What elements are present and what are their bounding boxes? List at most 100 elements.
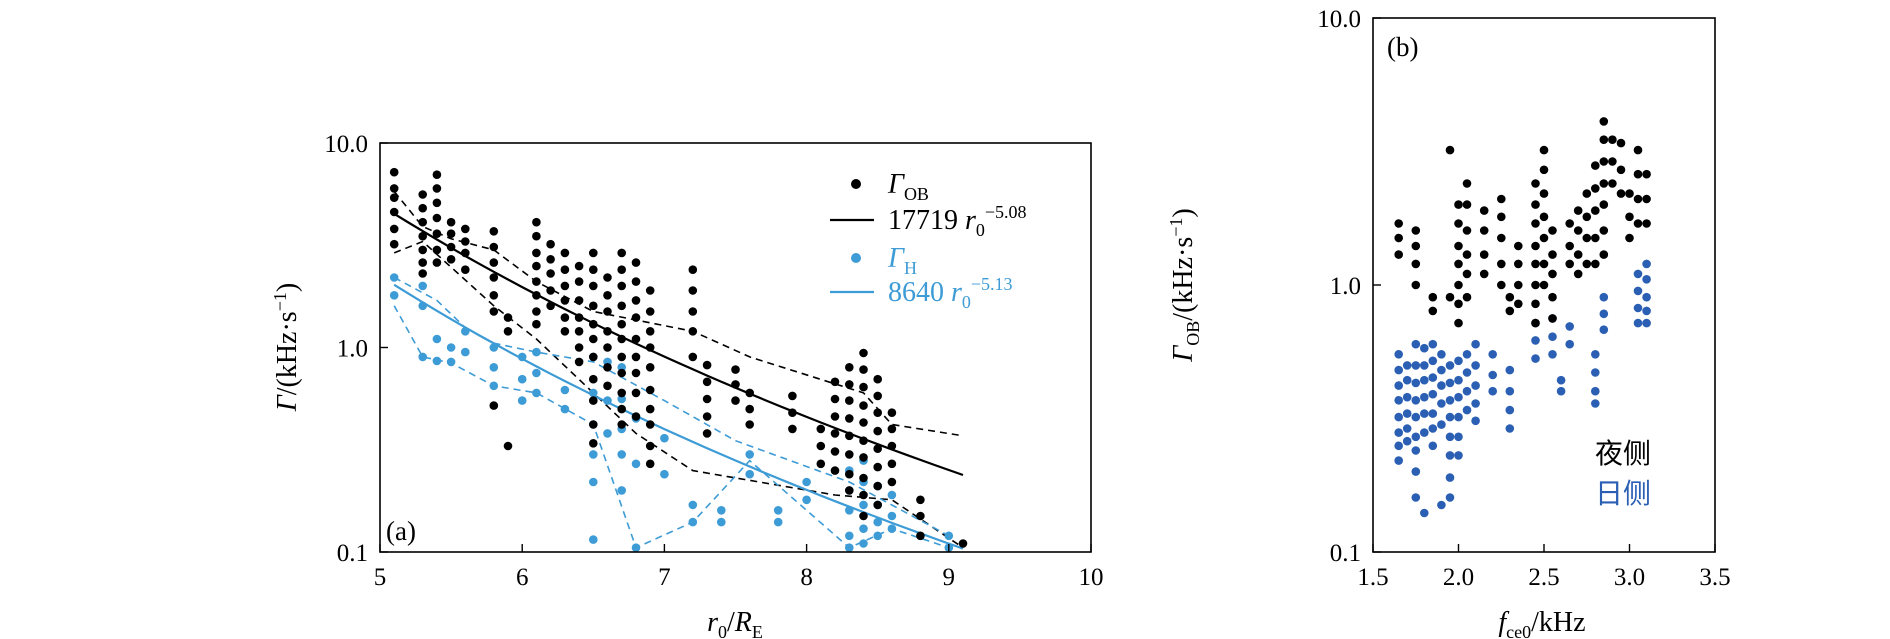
point-gamma-ob	[845, 450, 854, 459]
point-nightside	[1582, 259, 1592, 269]
point-gamma-ob	[788, 424, 797, 434]
point-gamma-ob	[645, 459, 655, 469]
point-gamma-ob	[859, 365, 868, 374]
point-nightside	[1599, 250, 1609, 259]
panel-b-x-tick-label: 2.5	[1528, 564, 1559, 591]
point-gamma-ob	[617, 420, 626, 429]
point-nightside	[1445, 145, 1455, 155]
point-dayside	[1471, 399, 1480, 408]
point-gamma-h	[873, 531, 882, 541]
panel-a-points	[389, 167, 968, 552]
point-gamma-h	[802, 495, 811, 505]
point-gamma-ob	[574, 343, 584, 352]
point-nightside	[1462, 269, 1472, 279]
point-nightside	[1539, 259, 1549, 269]
point-gamma-ob	[830, 466, 840, 475]
point-gamma-h	[489, 363, 499, 372]
point-gamma-ob	[546, 301, 555, 311]
point-gamma-ob	[503, 327, 513, 336]
point-nightside	[1599, 226, 1609, 235]
point-dayside	[1394, 396, 1403, 405]
point-gamma-ob	[731, 396, 740, 405]
point-gamma-h	[418, 281, 428, 291]
point-nightside	[1462, 250, 1472, 259]
point-gamma-h	[631, 459, 641, 469]
point-nightside	[1565, 219, 1574, 228]
point-gamma-ob	[446, 254, 456, 264]
point-gamma-ob	[532, 307, 541, 316]
point-dayside	[1437, 381, 1446, 390]
point-dayside	[1445, 432, 1455, 442]
point-gamma-ob	[702, 377, 712, 387]
point-gamma-ob	[503, 313, 513, 322]
point-nightside	[1514, 280, 1523, 290]
point-gamma-ob	[489, 242, 499, 252]
point-gamma-ob	[532, 248, 541, 258]
point-gamma-h	[532, 368, 541, 378]
point-gamma-ob	[432, 258, 442, 267]
point-gamma-ob	[432, 184, 442, 193]
point-gamma-ob	[560, 265, 570, 275]
point-nightside	[1608, 179, 1617, 188]
point-dayside	[1445, 451, 1455, 460]
point-gamma-ob	[589, 265, 598, 275]
envelope-line-ΓH-upper	[393, 276, 950, 537]
point-gamma-ob	[532, 291, 541, 300]
point-dayside	[1462, 368, 1472, 377]
point-dayside	[1633, 303, 1643, 313]
point-gamma-h	[446, 357, 456, 367]
point-dayside	[1531, 336, 1540, 345]
point-gamma-h	[517, 352, 527, 362]
legend-ob-fit-label: 17719 r0−5.08	[888, 202, 1027, 240]
point-gamma-ob	[603, 291, 612, 300]
point-gamma-ob	[532, 261, 541, 271]
point-gamma-ob	[845, 396, 854, 405]
point-gamma-ob	[489, 273, 499, 282]
point-dayside	[1402, 392, 1412, 402]
point-gamma-ob	[560, 281, 570, 291]
point-gamma-ob	[645, 385, 655, 395]
point-gamma-ob	[389, 184, 399, 193]
point-gamma-ob	[873, 426, 882, 436]
point-nightside	[1548, 250, 1557, 259]
point-gamma-ob	[631, 388, 641, 398]
point-nightside	[1565, 259, 1574, 269]
point-dayside	[1462, 405, 1472, 415]
point-nightside	[1642, 169, 1651, 179]
point-dayside	[1599, 292, 1609, 302]
point-gamma-ob	[532, 277, 541, 286]
point-nightside	[1531, 200, 1540, 209]
point-gamma-ob	[617, 248, 626, 258]
point-nightside	[1573, 269, 1583, 279]
panel-b-y-tick-label: 0.1	[1330, 540, 1361, 567]
fit-line-ΓH	[393, 283, 964, 550]
point-gamma-ob	[702, 360, 712, 370]
envelope-line-ΓH-lower	[393, 305, 950, 549]
point-gamma-ob	[645, 327, 655, 336]
point-dayside	[1437, 500, 1446, 510]
point-nightside	[1394, 250, 1403, 259]
panel-b-ticks: 1.5 2.0 2.5 3.0 3.5 0.1 1.0 10.0	[1317, 6, 1730, 591]
fit-line-ΓOB	[393, 212, 964, 477]
point-dayside	[1505, 386, 1515, 396]
point-gamma-h	[660, 433, 669, 443]
point-dayside	[1411, 446, 1421, 455]
point-gamma-ob	[859, 348, 868, 358]
point-gamma-ob	[560, 313, 570, 322]
point-gamma-h	[617, 450, 626, 459]
point-nightside	[1616, 138, 1626, 148]
point-gamma-h	[560, 385, 570, 395]
point-gamma-ob	[887, 408, 897, 418]
point-gamma-ob	[432, 245, 442, 255]
panel-b-x-tick-label: 2.0	[1443, 564, 1474, 591]
point-gamma-ob	[389, 207, 399, 217]
point-gamma-ob	[418, 217, 428, 227]
panel-a-x-tick-label: 10	[1079, 564, 1104, 591]
point-gamma-ob	[830, 412, 840, 421]
panel-a: 5 6 7 8 9 100.11.010.0 (a) r0/RE Γ/(kHz·s−1) …	[270, 131, 1104, 639]
point-gamma-ob	[418, 245, 428, 255]
point-gamma-h	[589, 388, 598, 398]
point-dayside	[1428, 389, 1438, 399]
point-nightside	[1582, 212, 1592, 222]
